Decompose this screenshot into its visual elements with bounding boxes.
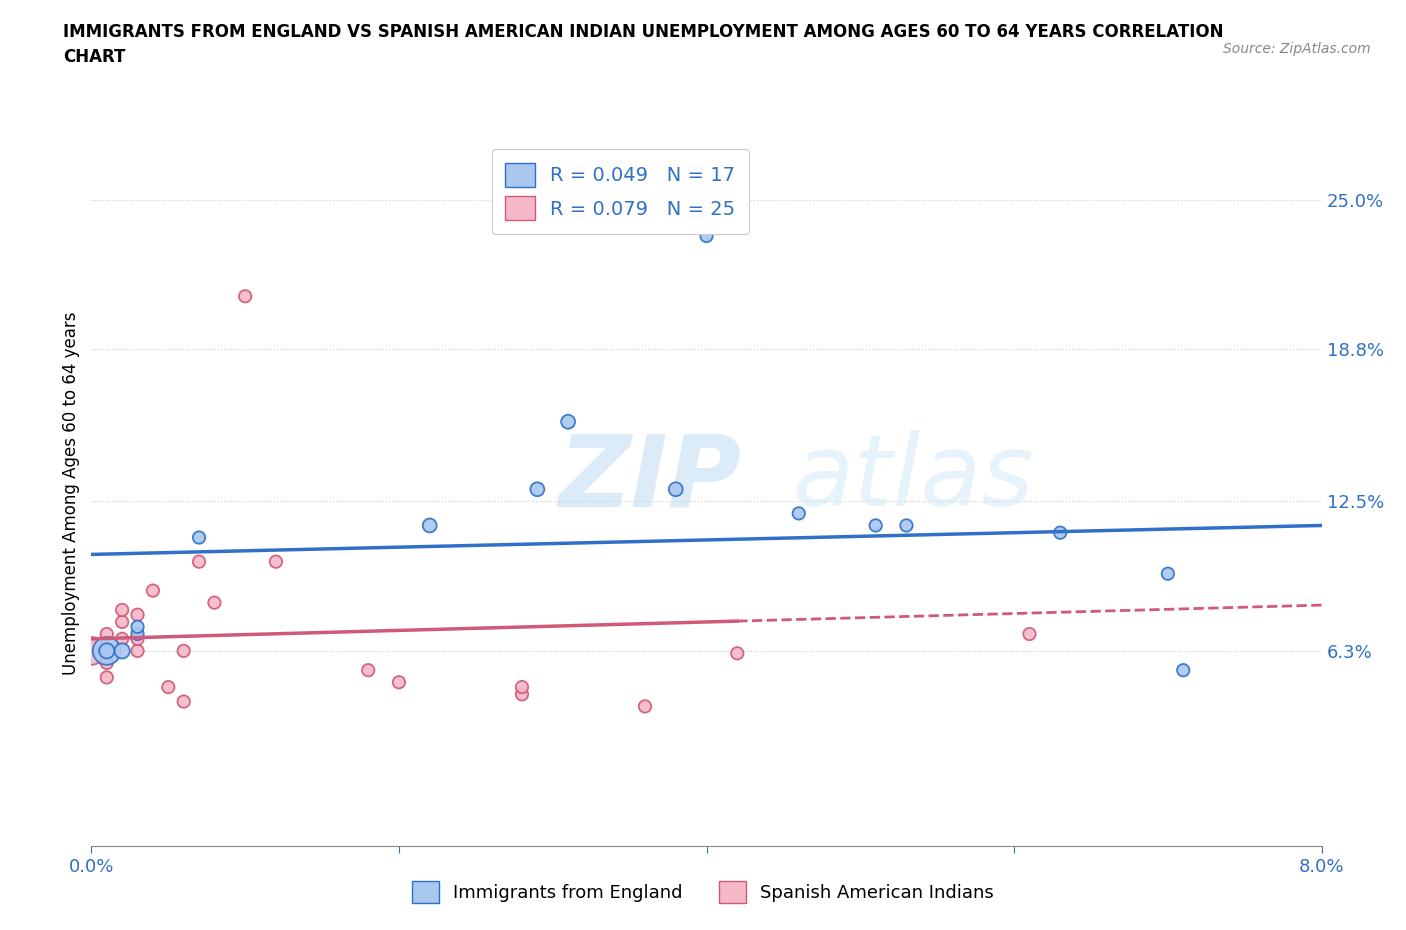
- Point: [96, 644, 118, 658]
- Point: [96, 627, 118, 642]
- Point: [388, 675, 411, 690]
- Point: [111, 644, 134, 658]
- Point: [96, 644, 118, 658]
- Point: [173, 644, 195, 658]
- Point: [111, 631, 134, 646]
- Point: [510, 687, 533, 702]
- Point: [634, 699, 657, 714]
- Point: [96, 670, 118, 684]
- Point: [357, 663, 380, 678]
- Point: [665, 482, 688, 497]
- Point: [188, 554, 211, 569]
- Text: IMMIGRANTS FROM ENGLAND VS SPANISH AMERICAN INDIAN UNEMPLOYMENT AMONG AGES 60 TO: IMMIGRANTS FROM ENGLAND VS SPANISH AMERI…: [63, 23, 1223, 41]
- Point: [557, 414, 579, 429]
- Point: [896, 518, 918, 533]
- Point: [1157, 566, 1180, 581]
- Point: [510, 680, 533, 695]
- Point: [202, 595, 225, 610]
- Text: Source: ZipAtlas.com: Source: ZipAtlas.com: [1223, 42, 1371, 56]
- Point: [725, 645, 748, 660]
- Point: [233, 289, 256, 304]
- Point: [173, 694, 195, 709]
- Point: [787, 506, 810, 521]
- Point: [127, 619, 149, 634]
- Point: [142, 583, 165, 598]
- Point: [157, 680, 180, 695]
- Point: [1173, 663, 1195, 678]
- Point: [96, 656, 118, 671]
- Text: CHART: CHART: [63, 48, 125, 66]
- Point: [865, 518, 887, 533]
- Point: [127, 627, 149, 642]
- Point: [1049, 525, 1071, 540]
- Point: [111, 615, 134, 630]
- Point: [264, 554, 287, 569]
- Point: [80, 644, 103, 658]
- Point: [127, 644, 149, 658]
- Point: [188, 530, 211, 545]
- Point: [1018, 627, 1040, 642]
- Legend: Immigrants from England, Spanish American Indians: Immigrants from England, Spanish America…: [402, 871, 1004, 911]
- Point: [695, 229, 717, 244]
- Legend: R = 0.049   N = 17, R = 0.079   N = 25: R = 0.049 N = 17, R = 0.079 N = 25: [492, 149, 749, 233]
- Point: [127, 607, 149, 622]
- Text: ZIP: ZIP: [558, 431, 742, 527]
- Y-axis label: Unemployment Among Ages 60 to 64 years: Unemployment Among Ages 60 to 64 years: [62, 312, 80, 674]
- Point: [419, 518, 441, 533]
- Point: [111, 603, 134, 618]
- Point: [526, 482, 548, 497]
- Point: [127, 631, 149, 646]
- Text: atlas: atlas: [793, 431, 1035, 527]
